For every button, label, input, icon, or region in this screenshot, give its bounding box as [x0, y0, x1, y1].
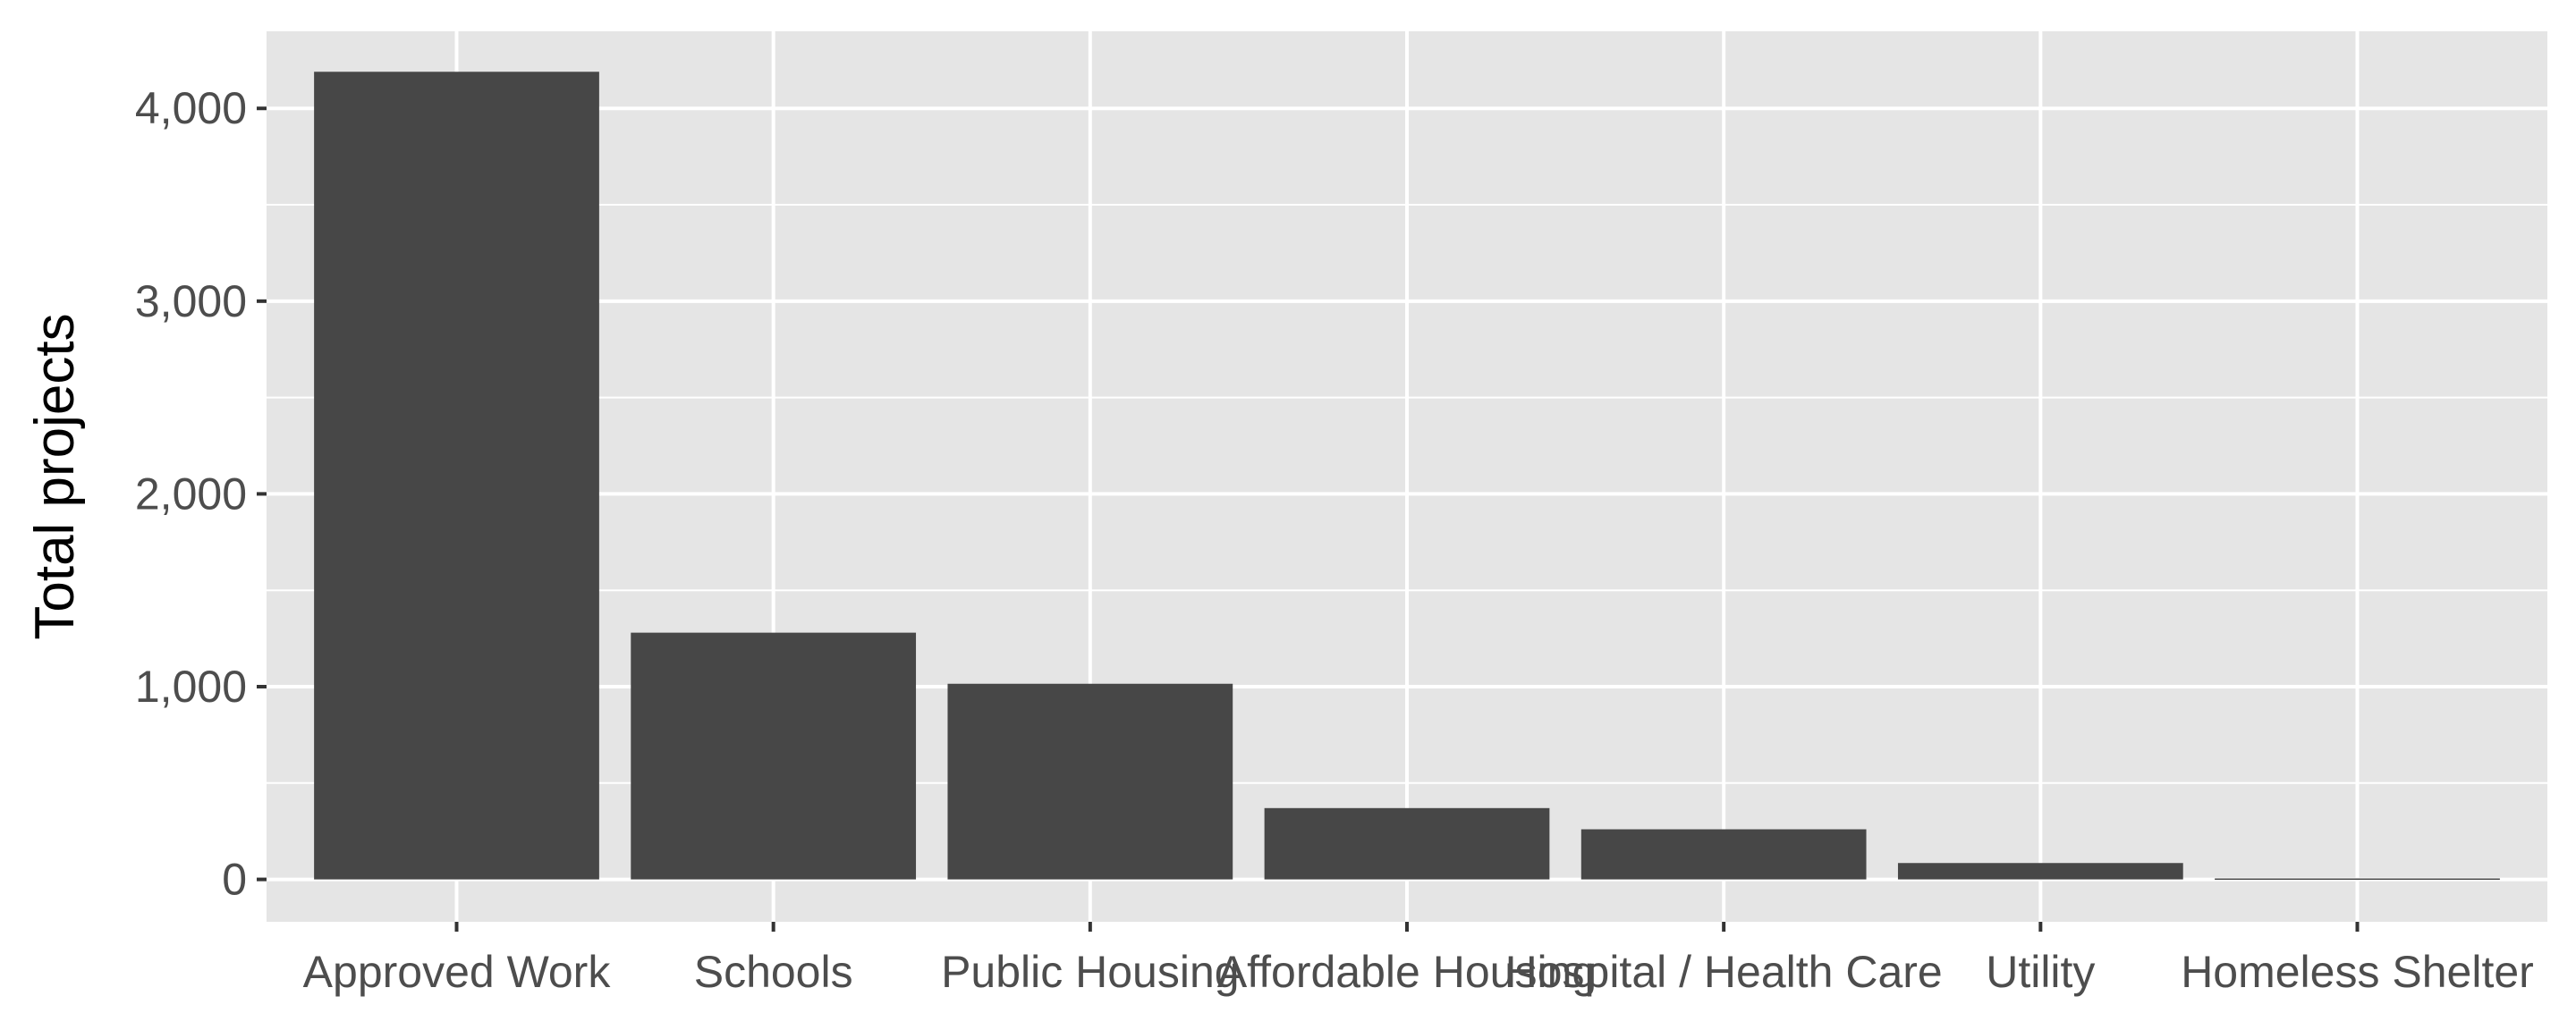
y-tick-label: 1,000: [135, 662, 247, 712]
x-tick-label: Hospital / Health Care: [1505, 947, 1943, 997]
x-tick-label: Schools: [694, 947, 853, 997]
x-tick-label: Public Housing: [941, 947, 1240, 997]
bars: [314, 72, 2500, 880]
y-tick-label: 0: [222, 855, 247, 905]
y-axis: 0 1,000 2,000 3,000 4,000: [135, 83, 267, 905]
x-axis: Approved Work Schools Public HousingAfford…: [303, 922, 2534, 997]
bar: [2215, 878, 2500, 880]
bar: [1897, 863, 2183, 880]
x-tick-label: Homeless Shelter: [2181, 947, 2534, 997]
bar: [314, 72, 599, 880]
bar: [1580, 829, 1867, 880]
bar: [947, 683, 1233, 880]
y-tick-label: 4,000: [135, 83, 247, 133]
x-tick-label: Approved Work: [303, 947, 612, 997]
bar: [631, 632, 917, 880]
x-tick-label: Affordable Housing: [1217, 947, 1597, 997]
x-tick-label: Utility: [1986, 947, 2095, 997]
y-tick-label: 2,000: [135, 469, 247, 519]
y-tick-label: 3,000: [135, 276, 247, 326]
bar: [1264, 807, 1550, 880]
y-axis-title: Total projects: [24, 313, 86, 639]
